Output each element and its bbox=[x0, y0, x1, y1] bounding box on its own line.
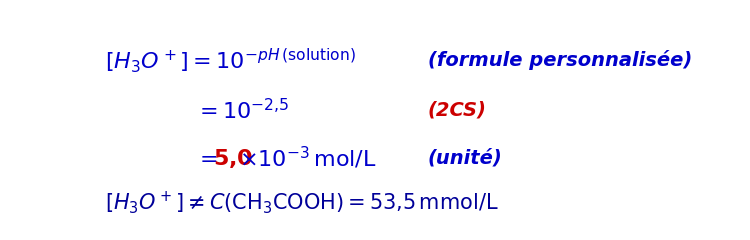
Text: $=10^{-2{,}5}$: $=10^{-2{,}5}$ bbox=[196, 97, 290, 123]
Text: $\left[H_3O^+\right]=10^{-pH\,(\mathrm{solution})}$: $\left[H_3O^+\right]=10^{-pH\,(\mathrm{s… bbox=[105, 46, 356, 75]
Text: $\left[H_3O^+\right]\neq C(\mathrm{CH_3COOH})=53{,}5\,\mathrm{mmol/L}$: $\left[H_3O^+\right]\neq C(\mathrm{CH_3C… bbox=[105, 189, 499, 216]
Text: (2CS): (2CS) bbox=[428, 101, 487, 120]
Text: $=$: $=$ bbox=[196, 148, 218, 168]
Text: (unité): (unité) bbox=[428, 149, 502, 168]
Text: $\times10^{-3}\,\mathrm{mol/L}$: $\times10^{-3}\,\mathrm{mol/L}$ bbox=[239, 145, 376, 171]
Text: $\mathbf{5{,}0}$: $\mathbf{5{,}0}$ bbox=[213, 147, 254, 170]
Text: (formule personnalisée): (formule personnalisée) bbox=[428, 50, 692, 70]
